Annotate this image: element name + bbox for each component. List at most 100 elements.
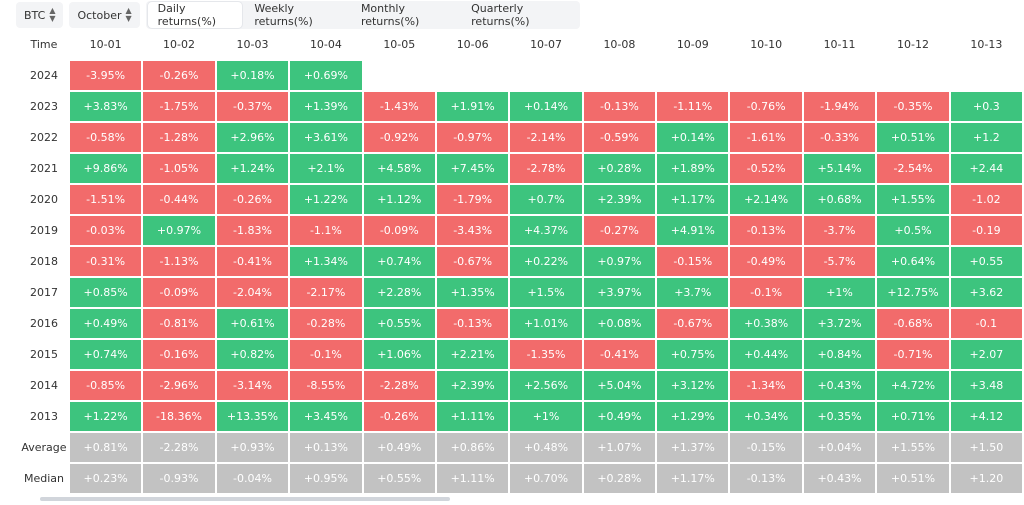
- return-cell: +1%: [510, 402, 582, 431]
- returns-table: Time 10-01 10-02 10-03 10-04 10-05 10-06 10-07…: [18, 28, 1024, 495]
- return-cell: [584, 61, 655, 90]
- return-cell: -1.34%: [730, 371, 802, 400]
- return-cell: +1.06%: [363, 340, 435, 369]
- table-body: 2024 -3.95% -0.26% +0.18% +0.69% 2023 +3.83% -1…: [20, 61, 1022, 493]
- return-cell: [951, 61, 1022, 90]
- row-label: 2016: [29, 317, 58, 330]
- return-cell: +0.43%: [803, 371, 876, 400]
- row-label: 2018: [29, 255, 58, 268]
- return-cell: [657, 61, 728, 90]
- return-cell: +0.68%: [803, 185, 876, 214]
- return-cell: -0.28%: [290, 309, 362, 338]
- return-cell: -0.67%: [657, 309, 729, 338]
- tab-quarterly-returns[interactable]: Quarterly returns(%): [471, 2, 530, 28]
- return-cell: +0.28%: [583, 154, 656, 183]
- row-label: 2019: [29, 224, 58, 237]
- return-cell: +2.56%: [510, 371, 582, 400]
- summary-cell: +0.48%: [510, 433, 582, 462]
- chevron-updown-icon: ▲ ▼: [49, 6, 56, 23]
- return-cell: +2.1%: [290, 154, 362, 183]
- return-cell: +0.38%: [730, 309, 802, 338]
- summary-row: Average +0.81% -2.28% +0.93% +0.13% +0.49% +0.…: [20, 433, 1022, 462]
- return-cell: -2.54%: [877, 154, 949, 183]
- return-cell: -1.28%: [143, 123, 215, 152]
- return-cell: -2.17%: [290, 278, 362, 307]
- return-cell: +0.61%: [216, 309, 289, 338]
- returns-tabs: Daily returns(%) Weekly returns(%) Month…: [145, 1, 580, 29]
- return-cell: +3.61%: [290, 123, 362, 152]
- return-cell: -3.95%: [69, 61, 142, 90]
- return-cell: +1.11%: [436, 402, 509, 431]
- table-row: 2013 +1.22% -18.36% +13.35% +3.45% -0.26% +1.1…: [20, 402, 1022, 431]
- return-cell: +2.28%: [363, 278, 435, 307]
- return-cell: +0.35%: [803, 402, 876, 431]
- return-cell: -0.92%: [363, 123, 435, 152]
- return-cell: -0.13%: [730, 216, 802, 245]
- controls-bar: BTC ▲ ▼ October ▲ ▼ Daily returns(%) Weekl…: [0, 0, 580, 30]
- summary-cell: +0.81%: [69, 433, 142, 462]
- return-cell: +1.91%: [436, 92, 509, 121]
- return-cell: [510, 61, 581, 90]
- returns-grid: Time 10-01 10-02 10-03 10-04 10-05 10-06 10-07…: [18, 28, 1024, 498]
- table-row: 2014 -0.85% -2.96% -3.14% -8.55% -2.28% +2.39%…: [20, 371, 1022, 400]
- return-cell: -0.35%: [877, 92, 949, 121]
- return-cell: +0.84%: [803, 340, 876, 369]
- table-row: 2018 -0.31% -1.13% -0.41% +1.34% +0.74% -0.67%…: [20, 247, 1022, 276]
- tab-daily-returns[interactable]: Daily returns(%): [147, 2, 243, 28]
- return-cell: +0.14%: [510, 92, 582, 121]
- return-cell: +0.75%: [657, 340, 729, 369]
- table-header-row: Time 10-01 10-02 10-03 10-04 10-05 10-06 10-07…: [20, 30, 1022, 59]
- row-label: 2017: [29, 286, 58, 299]
- summary-cell: +0.86%: [436, 433, 509, 462]
- return-cell: +1.2: [950, 123, 1022, 152]
- tab-monthly-returns[interactable]: Monthly returns(%): [360, 2, 420, 28]
- column-header: 10-09: [676, 38, 709, 51]
- return-cell: +3.83%: [69, 92, 142, 121]
- tab-weekly-returns[interactable]: Weekly returns(%): [254, 2, 313, 28]
- return-cell: -2.28%: [363, 371, 435, 400]
- return-cell: +1.89%: [657, 154, 729, 183]
- return-cell: +1.39%: [290, 92, 362, 121]
- summary-cell: +0.23%: [69, 464, 142, 493]
- coin-select[interactable]: BTC ▲ ▼: [16, 2, 64, 28]
- return-cell: -2.04%: [216, 278, 289, 307]
- return-cell: +0.97%: [143, 216, 215, 245]
- row-label: 2022: [29, 131, 58, 144]
- return-cell: +1.55%: [877, 185, 949, 214]
- column-header: 10-13: [970, 38, 1003, 51]
- summary-row: Median +0.23% -0.93% -0.04% +0.95% +0.55% +1.1…: [20, 464, 1022, 493]
- return-cell: +0.18%: [216, 61, 289, 90]
- return-cell: +3.45%: [290, 402, 362, 431]
- horizontal-scrollbar[interactable]: [40, 497, 450, 501]
- return-cell: +3.62: [950, 278, 1022, 307]
- return-cell: -2.78%: [510, 154, 582, 183]
- return-cell: +0.14%: [657, 123, 729, 152]
- table-row: 2019 -0.03% +0.97% -1.83% -1.1% -0.09% -3.43% +…: [20, 216, 1022, 245]
- return-cell: -3.7%: [803, 216, 876, 245]
- return-cell: +2.44: [950, 154, 1022, 183]
- return-cell: [364, 61, 435, 90]
- return-cell: +0.82%: [216, 340, 289, 369]
- return-cell: +0.49%: [583, 402, 656, 431]
- return-cell: -0.13%: [583, 92, 656, 121]
- summary-cell: +0.51%: [877, 464, 949, 493]
- row-label: 2021: [29, 162, 58, 175]
- return-cell: -0.33%: [803, 123, 876, 152]
- return-cell: -1.51%: [69, 185, 142, 214]
- row-label: 2014: [29, 379, 58, 392]
- return-cell: -0.71%: [877, 340, 949, 369]
- return-cell: +1.12%: [363, 185, 435, 214]
- summary-cell: +1.17%: [657, 464, 729, 493]
- return-cell: -18.36%: [143, 402, 215, 431]
- return-cell: +1.22%: [290, 185, 362, 214]
- month-select[interactable]: October ▲ ▼: [69, 2, 140, 28]
- column-header: 10-06: [456, 38, 489, 51]
- return-cell: -0.19: [950, 216, 1022, 245]
- return-cell: -0.49%: [730, 247, 802, 276]
- return-cell: +1.01%: [510, 309, 582, 338]
- summary-cell: +0.04%: [803, 433, 876, 462]
- column-header: 10-07: [530, 38, 563, 51]
- column-header-time: Time: [30, 38, 58, 51]
- return-cell: -0.76%: [730, 92, 802, 121]
- return-cell: -8.55%: [290, 371, 362, 400]
